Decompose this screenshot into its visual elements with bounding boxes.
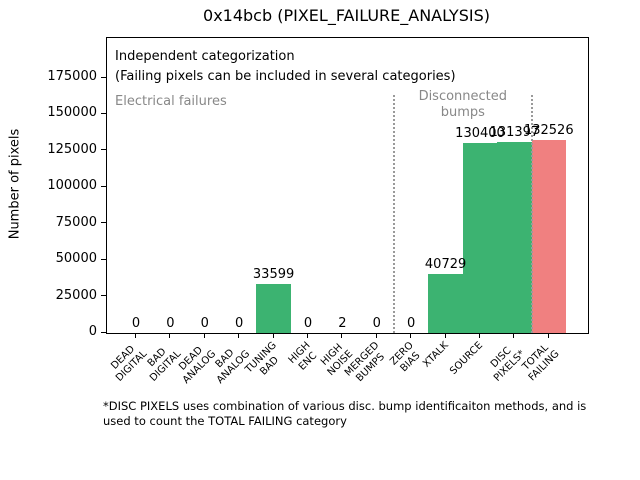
annotation-categories-note: (Failing pixels can be included in sever… [115,69,456,84]
x-tick-label-text: MERGED BUMPS [342,340,387,384]
y-tick-mark [101,295,106,297]
x-tick-label-text: BAD DIGITAL [146,346,184,384]
category-separator-2 [530,95,533,333]
y-tick-label: 0 [88,324,97,339]
bar-value-label-bad-digital: 0 [166,316,175,331]
x-tick-mark [444,334,446,338]
x-tick-label-text: ZERO BIAS [388,340,423,374]
x-tick-mark [169,334,171,338]
y-tick-mark [101,331,106,333]
annotation-electrical-failures: Electrical failures [115,94,227,109]
bar-value-label-total-failing: 132526 [523,122,574,138]
y-tick-label: 75000 [55,214,97,230]
bar-total-failing [531,139,566,333]
y-tick-label: 50000 [55,251,97,267]
x-tick-mark [410,334,412,338]
bar-disc-pixels [497,141,532,333]
bar-value-label-bad-analog: 0 [235,316,244,331]
bar-value-label-dead-digital: 0 [131,316,141,331]
bar-value-label-high-noise: 2 [338,315,347,331]
plot-area: Independent categorization (Failing pixe… [106,37,589,334]
bar-source [462,143,498,333]
x-tick-mark [307,334,308,338]
annotation-independent-categorization: Independent categorization [115,49,295,64]
y-tick-mark [101,185,106,187]
x-tick-mark [203,334,205,338]
annotation-disconnected-bumps: Disconnected bumps [418,89,508,120]
x-tick-mark [272,334,274,338]
bar-value-label-tuning-bad: 33599 [252,267,295,283]
bar-value-label-disc-pixels: 131397 [489,124,540,140]
bar-value-label-merged-bumps: 0 [372,316,381,331]
bar-value-label-xtalk: 40729 [424,256,467,272]
footnote-line-2: used to count the TOTAL FAILING category [103,414,347,428]
x-tick-label-text: TOTAL FAILING [521,342,562,384]
y-tick-mark [101,222,106,224]
x-tick-label-text: DISC PIXELS* [489,345,528,384]
footnote-line-1: *DISC PIXELS uses combination of various… [103,399,587,413]
bar-xtalk [428,273,463,333]
bar-tuning-bad [256,284,291,333]
y-tick-mark [101,112,106,114]
x-tick-mark [375,334,377,338]
bar-value-label-high-enc: 0 [303,316,313,331]
category-separator-1 [393,95,395,333]
y-tick-mark [101,76,106,78]
y-tick-label: 125000 [47,141,97,157]
x-tick-mark [238,334,240,338]
y-tick-mark [101,149,106,151]
bar-value-label-dead-analog: 0 [200,316,209,331]
x-tick-label-text: TUNING BAD [242,340,281,378]
x-tick-mark [513,334,515,338]
y-tick-label: 25000 [55,287,97,303]
x-tick-label-text: SOURCE [447,340,485,377]
x-tick-label-text: HIGH ENC [286,340,320,373]
bar-value-label-source: 130400 [455,126,505,142]
chart-title: 0x14bcb (PIXEL_FAILURE_ANALYSIS) [203,6,490,25]
y-tick-mark [101,258,106,260]
y-tick-label: 175000 [47,69,97,85]
x-tick-mark [341,334,343,338]
y-tick-label: 150000 [47,105,97,121]
x-tick-label-text: BAD ANALOG [213,347,253,386]
x-tick-label-text: XTALK [420,340,451,370]
x-tick-label-text: DEAD DIGITAL [109,343,149,384]
x-tick-mark [135,334,136,338]
x-tick-mark [479,334,480,338]
x-tick-mark [547,334,549,338]
y-tick-label: 100000 [47,178,97,194]
bar-value-label-zero-bias: 0 [407,316,416,331]
